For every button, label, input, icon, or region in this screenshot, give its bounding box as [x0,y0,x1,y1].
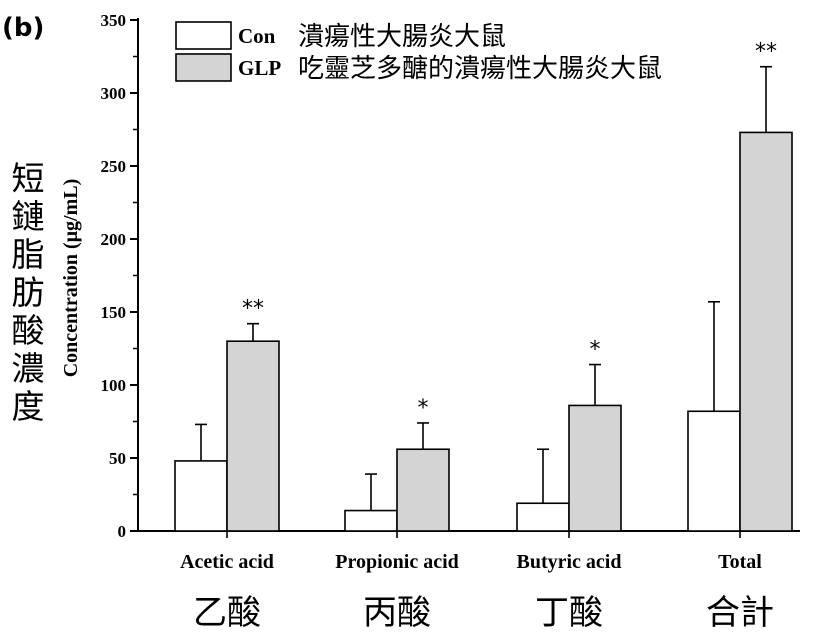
y-tick-label: 350 [101,11,127,30]
y-axis-label: Concentration (μg/mL) [60,179,82,378]
bar-con-3 [687,410,741,532]
bar-con-2 [516,502,570,532]
x-tick-label: Total [718,551,762,573]
bar-glp-0 [226,340,280,532]
y-axis-label-zh-char: 度 [12,387,45,426]
y-axis-label-zh-char: 肪 [12,273,45,312]
x-tick-label-zh: 合計 [706,593,774,633]
significance-marker: * [418,396,429,421]
legend-swatch-glp [175,53,232,82]
x-tick-label-zh: 乙酸 [193,593,261,633]
legend-label-con: Con [238,24,276,48]
y-axis-label-zh-char: 鏈 [12,197,45,236]
legend-label-zh-glp: 吃靈芝多醣的潰瘍性大腸炎大鼠 [298,54,662,84]
legend: Con 潰瘍性大腸炎大鼠 GLP 吃靈芝多醣的潰瘍性大腸炎大鼠 [175,21,662,84]
x-tick-label: Acetic acid [180,551,274,573]
y-tick-label: 0 [118,522,127,541]
y-tick-label: 300 [101,84,127,103]
bar-con-1 [344,509,398,532]
bar-glp-2 [568,404,622,532]
legend-label-zh-con: 潰瘍性大腸炎大鼠 [298,22,506,52]
significance-marker: * [590,338,601,363]
y-axis-label-zh-char: 短 [12,159,45,198]
y-tick-label: 100 [101,376,127,395]
legend-swatch-con [175,21,232,50]
bar-con-0 [174,460,228,532]
y-axis-label-zh-char: 脂 [12,235,45,274]
significance-marker: ** [242,297,264,322]
x-tick-label: Propionic acid [335,551,459,573]
legend-label-glp: GLP [238,56,281,80]
y-tick-label: 250 [101,157,127,176]
y-tick-label: 150 [101,303,127,322]
x-tick-label-zh: 丁酸 [535,593,603,633]
y-axis-label-zh-char: 酸 [12,311,45,350]
panel-label: (b) [2,13,44,43]
x-tick-label: Butyric acid [517,551,622,573]
y-tick-label: 50 [109,449,126,468]
bar-glp-3 [739,131,793,532]
bar-glp-1 [396,448,450,532]
y-axis-label-zh-char: 濃 [12,349,45,388]
y-tick-label: 200 [101,230,127,249]
x-tick-label-zh: 丙酸 [363,593,431,633]
significance-marker: ** [755,40,777,65]
